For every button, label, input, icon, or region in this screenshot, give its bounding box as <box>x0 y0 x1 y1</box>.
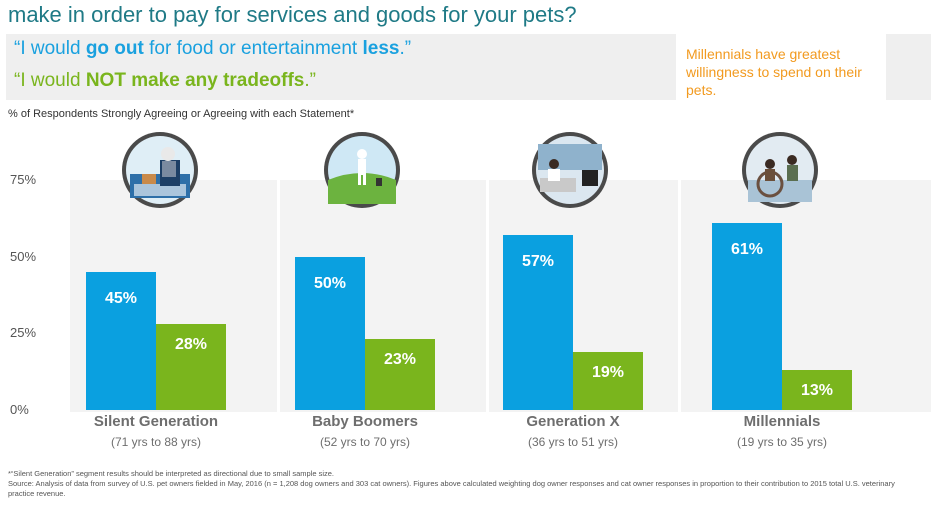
y-tick-label: 25% <box>10 325 37 341</box>
bar-go-out-less <box>295 256 365 410</box>
page-title: make in order to pay for services and go… <box>8 2 577 27</box>
quote2-pre: “I would <box>14 70 86 91</box>
quote2-post: .” <box>304 70 316 91</box>
bar-no-tradeoffs <box>365 339 435 410</box>
y-tick-label: 0% <box>10 402 29 417</box>
elderly-man-in-chair-icon <box>120 130 200 210</box>
golfer-icon <box>322 130 402 210</box>
bar-value-label: 23% <box>383 351 417 369</box>
quote-band <box>6 34 676 100</box>
bar-value-label: 28% <box>174 336 208 354</box>
footnote-silent-gen: *“Silent Generation” segment results sho… <box>8 469 335 478</box>
category-label: Baby Boomers <box>312 413 418 430</box>
bar-value-label: 13% <box>800 382 834 400</box>
quote1-mid: for food or entertainment <box>143 38 363 59</box>
bar-value-label: 61% <box>730 240 764 258</box>
bar-value-label: 57% <box>521 253 555 271</box>
quote1-pre: “I would <box>14 38 86 59</box>
quote1-strong2: less <box>362 38 400 59</box>
category-age-range: (36 yrs to 51 yrs) <box>527 435 619 449</box>
y-tick-label: 75% <box>10 172 37 187</box>
group-divider <box>277 180 280 412</box>
quote1-post: .” <box>399 38 412 59</box>
category-label: Millennials <box>743 413 821 430</box>
category-age-range: (52 yrs to 70 yrs) <box>319 435 411 449</box>
quote1-strong1: go out <box>85 38 144 59</box>
bar-go-out-less <box>503 235 573 410</box>
group-divider <box>678 180 681 412</box>
bar-go-out-less <box>86 272 156 410</box>
category-age-range: (19 yrs to 35 yrs) <box>736 435 828 449</box>
bar-value-label: 19% <box>591 363 625 381</box>
bar-no-tradeoffs <box>782 370 852 410</box>
chart-subtitle: % of Respondents Strongly Agreeing or Ag… <box>8 108 355 120</box>
bar-go-out-less <box>712 222 782 410</box>
group-divider <box>486 180 489 412</box>
bar-no-tradeoffs <box>573 351 643 410</box>
bar-value-label: 45% <box>104 290 138 307</box>
millennials-callout: Millennials have greatest willingness to… <box>686 46 862 98</box>
category-age-range: (71 yrs to 88 yrs) <box>110 435 202 449</box>
man-on-sofa-icon <box>530 130 610 210</box>
y-tick-label: 50% <box>10 248 37 264</box>
right-strip <box>886 34 931 100</box>
quote-no-tradeoffs: “I would NOT make any tradeoffs.” <box>14 70 316 92</box>
category-label: Generation X <box>526 413 620 430</box>
quote-go-out-less: “I would go out for food or entertainmen… <box>14 38 411 60</box>
footnote-source: Source: Analysis of data from survey of … <box>8 479 895 498</box>
bar-value-label: 50% <box>313 274 347 292</box>
quote2-strong1: NOT make any tradeoffs <box>85 70 305 91</box>
family-icon <box>740 130 820 210</box>
bar-no-tradeoffs <box>156 324 226 410</box>
category-label: Silent Generation <box>93 413 219 430</box>
